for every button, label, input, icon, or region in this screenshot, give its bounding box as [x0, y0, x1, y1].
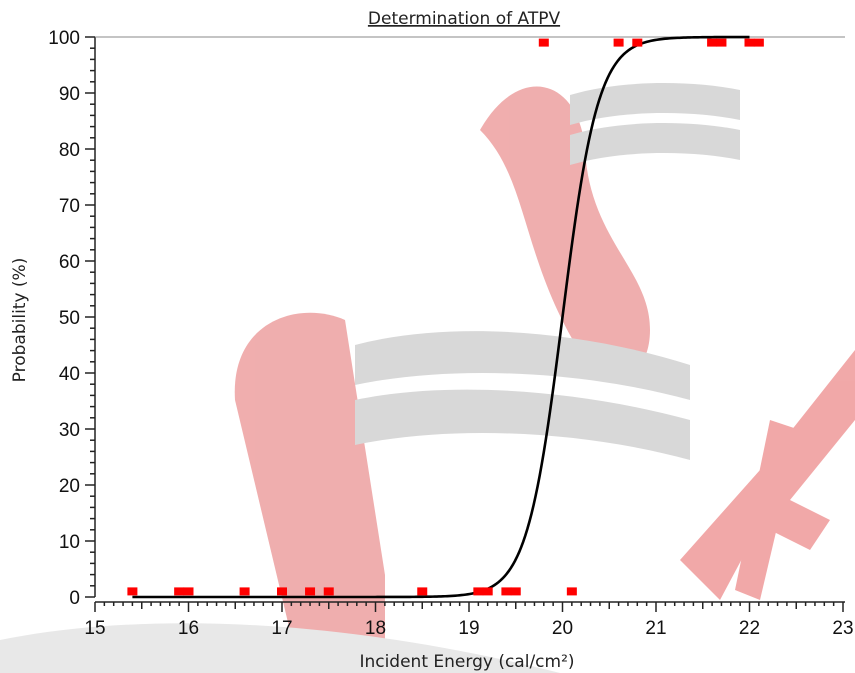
- x-tick-label: 15: [84, 618, 105, 639]
- y-tick-label: 30: [59, 420, 80, 441]
- data-point: [323, 587, 334, 596]
- data-point: [174, 587, 185, 596]
- data-point: [613, 38, 624, 47]
- x-tick-label: 21: [645, 618, 666, 639]
- data-point: [277, 587, 287, 596]
- chart-title: Determination of ATPV: [368, 9, 561, 29]
- data-point: [183, 587, 194, 596]
- fit-curve: [132, 35, 750, 599]
- data-point: [482, 587, 493, 596]
- x-tick-label: 18: [365, 618, 386, 639]
- watermark-gray-band-bottom: [0, 623, 560, 673]
- y-tick-label: 60: [59, 252, 80, 273]
- watermark-gray-band-3: [570, 83, 740, 125]
- data-point: [538, 38, 549, 47]
- y-tick-label: 90: [59, 84, 80, 105]
- data-point: [127, 587, 138, 596]
- data-point: [239, 587, 250, 596]
- x-tick-label: 20: [552, 618, 573, 639]
- x-tick-marks: [94, 602, 844, 612]
- x-tick-label: 23: [832, 618, 853, 639]
- data-point: [753, 38, 764, 47]
- watermark-gray-band-1: [355, 331, 690, 400]
- y-tick-label: 70: [59, 196, 80, 217]
- y-axis-label: Probability (%): [10, 258, 30, 383]
- data-points: [127, 38, 764, 596]
- y-tick-label: 50: [59, 308, 80, 329]
- data-point: [510, 587, 521, 596]
- data-point: [566, 587, 577, 596]
- y-tick-label: 10: [59, 532, 80, 553]
- y-tick-label: 80: [59, 140, 80, 161]
- x-tick-label: 17: [271, 618, 292, 639]
- x-tick-label: 22: [739, 618, 760, 639]
- y-tick-label: 20: [59, 476, 80, 497]
- watermark-red-swoosh-right: [480, 86, 650, 377]
- x-tick-label: 19: [458, 618, 479, 639]
- y-tick-marks: [85, 36, 95, 598]
- watermark-red-letter-stroke: [735, 420, 800, 600]
- data-point: [305, 587, 316, 596]
- watermark-gray-band-4: [570, 123, 740, 165]
- y-tick-label: 100: [48, 28, 80, 49]
- data-point: [707, 38, 718, 47]
- y-tick-label: 0: [69, 588, 80, 609]
- data-point: [473, 587, 484, 596]
- x-axis-label: Incident Energy (cal/cm²): [359, 652, 574, 672]
- y-tick-labels: 0 10 20 30 40 50 60 70 80 90 100: [48, 28, 80, 609]
- watermark-gray-band-2: [355, 389, 690, 460]
- data-point: [501, 587, 512, 596]
- data-point: [417, 587, 428, 596]
- x-tick-label: 16: [178, 618, 199, 639]
- x-tick-labels: 15 16 17 18 19 20 21 22 23: [84, 618, 853, 639]
- y-tick-label: 40: [59, 364, 80, 385]
- data-point: [632, 38, 643, 47]
- data-point: [716, 38, 727, 47]
- data-point: [744, 38, 755, 47]
- watermark-red-swoosh-left: [234, 312, 385, 673]
- watermark-logo: [0, 83, 855, 673]
